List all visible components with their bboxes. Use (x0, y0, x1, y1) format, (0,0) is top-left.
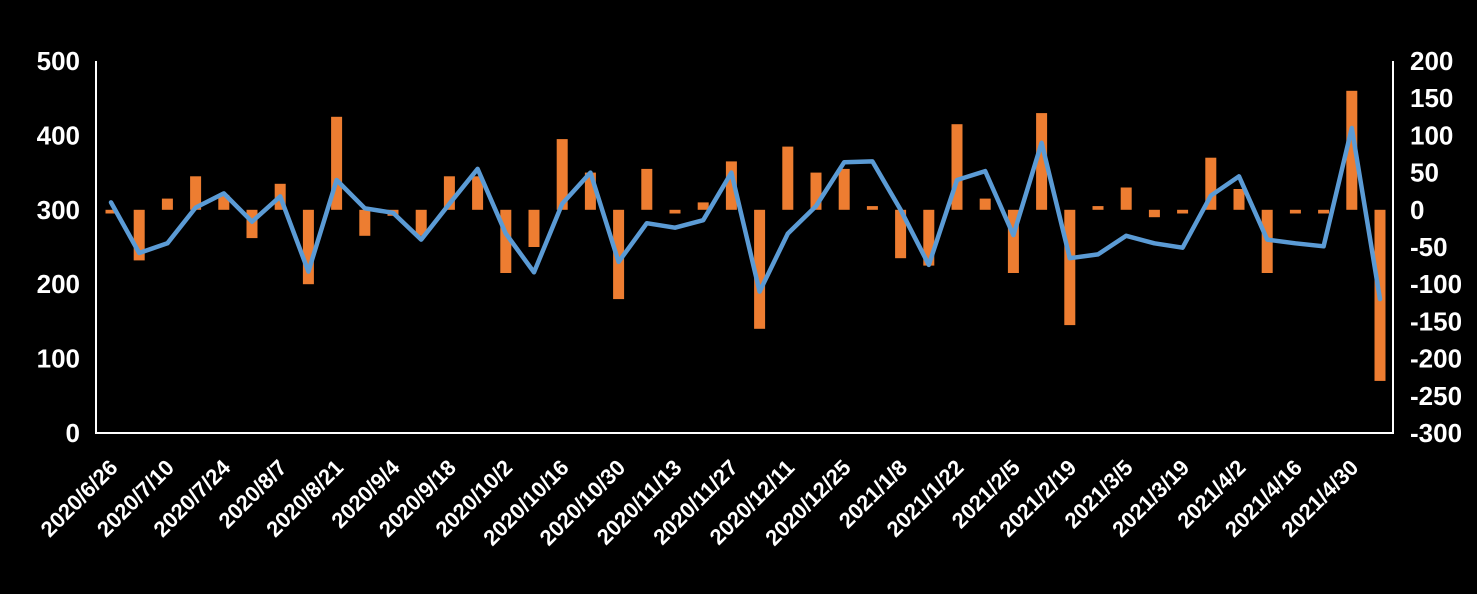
bar (415, 209, 427, 236)
bar (331, 116, 343, 210)
bar (500, 209, 512, 273)
bar (1007, 209, 1019, 273)
bar (302, 209, 314, 285)
right-axis-tick-label: -150 (1410, 306, 1462, 336)
bar (584, 172, 596, 210)
left-axis-tick-label: 0 (66, 418, 80, 448)
right-axis-tick-label: 0 (1410, 195, 1424, 225)
bar (1318, 209, 1330, 214)
bar (1205, 157, 1217, 210)
right-axis-tick-label: -200 (1410, 344, 1462, 374)
bar (838, 168, 850, 210)
right-axis-tick-label: 200 (1410, 46, 1453, 76)
left-axis-tick-label: 300 (37, 195, 80, 225)
right-axis-tick-label: -250 (1410, 381, 1462, 411)
bar (218, 194, 230, 210)
bar (754, 209, 766, 329)
bar (895, 209, 907, 259)
right-axis-tick-label: 100 (1410, 120, 1453, 150)
line-path (108, 125, 1383, 302)
bar (1177, 209, 1189, 214)
bar (951, 124, 963, 210)
bar (782, 146, 794, 210)
left-axis-tick-label: 100 (37, 344, 80, 374)
bar (979, 198, 991, 210)
bar (190, 176, 202, 210)
bar (725, 161, 737, 210)
right-axis-tick-label: 150 (1410, 83, 1453, 113)
line-series (108, 125, 1383, 302)
bar (443, 176, 455, 210)
bar (1120, 187, 1132, 210)
right-axis-tick-label: -100 (1410, 269, 1462, 299)
bar (246, 209, 258, 239)
bar (641, 168, 653, 210)
bar (1289, 209, 1301, 214)
right-axis-labels: -300 -250 -200 -150 -100 -50 0 50 100 150 200 (1410, 46, 1462, 448)
axis-lines (95, 61, 1394, 434)
left-axis-tick-label: 400 (37, 120, 80, 150)
bar (1092, 206, 1104, 210)
bar (528, 209, 540, 247)
bar (359, 209, 371, 236)
bar (1233, 189, 1245, 210)
bar (923, 209, 935, 266)
left-axis-tick-label: 200 (37, 269, 80, 299)
bar (1064, 209, 1076, 326)
bar (1346, 90, 1358, 210)
bar (1036, 113, 1048, 210)
right-axis-tick-label: -50 (1410, 232, 1448, 262)
right-axis-tick-label: -300 (1410, 418, 1462, 448)
bar (810, 172, 822, 210)
left-axis-labels: 0 100 200 300 400 500 (37, 46, 80, 448)
bar (1148, 209, 1160, 218)
bar (161, 198, 173, 210)
bar (866, 206, 878, 210)
bar (472, 176, 484, 210)
bar (669, 209, 681, 214)
bar (133, 209, 145, 261)
left-axis-tick-label: 500 (37, 46, 80, 76)
bar (556, 139, 568, 210)
bar (105, 209, 117, 214)
bar (697, 202, 709, 210)
right-axis-tick-label: 50 (1410, 158, 1439, 188)
